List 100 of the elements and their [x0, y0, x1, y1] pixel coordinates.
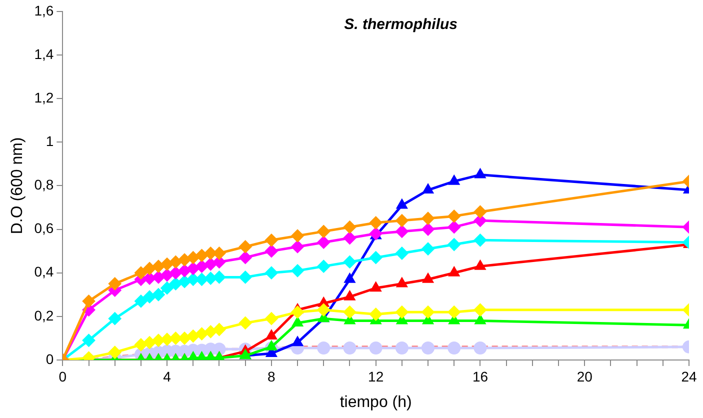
- point: [82, 294, 96, 308]
- point: [291, 229, 304, 242]
- x-tick-label: 20: [576, 368, 593, 384]
- point: [448, 266, 460, 276]
- point: [204, 325, 218, 338]
- point: [422, 242, 435, 256]
- point: [143, 290, 156, 304]
- point: [422, 306, 435, 319]
- point: [422, 212, 435, 225]
- point: [343, 306, 356, 319]
- point: [448, 220, 461, 234]
- point: [448, 210, 461, 223]
- point: [344, 290, 356, 300]
- point: [474, 314, 486, 324]
- y-tick-label: 0,6: [34, 220, 54, 236]
- y-tick-label: 1,2: [34, 89, 54, 106]
- point: [291, 264, 304, 278]
- point: [195, 272, 208, 286]
- point: [186, 330, 200, 343]
- point: [317, 342, 330, 355]
- point: [422, 342, 435, 355]
- point: [344, 272, 356, 283]
- point: [134, 294, 148, 308]
- point: [108, 346, 122, 359]
- y-tick-label: 0,8: [34, 176, 54, 193]
- point: [395, 214, 408, 228]
- point: [370, 282, 382, 292]
- point: [343, 220, 356, 234]
- point: [134, 266, 148, 280]
- point: [212, 270, 226, 284]
- point: [152, 334, 165, 347]
- point: [108, 312, 122, 326]
- y-tick-label: 1,4: [34, 46, 54, 62]
- y-tick-label: 0: [46, 350, 54, 367]
- x-tick-label: 0: [58, 368, 67, 384]
- x-tick-label: 12: [368, 368, 384, 384]
- point: [238, 316, 252, 330]
- point: [396, 198, 408, 209]
- point: [317, 303, 330, 316]
- point: [152, 288, 165, 302]
- point: [474, 260, 486, 270]
- y-tick-label: 0,2: [34, 307, 54, 324]
- point: [474, 168, 486, 178]
- point: [195, 260, 208, 273]
- point: [266, 340, 278, 350]
- point: [369, 216, 382, 230]
- y-tick-label: 0,4: [34, 264, 54, 280]
- point: [238, 251, 252, 264]
- point: [291, 240, 304, 254]
- point: [212, 323, 226, 336]
- point: [395, 224, 408, 238]
- point: [143, 262, 156, 275]
- point: [195, 327, 208, 340]
- point: [266, 330, 278, 340]
- y-tick-label: 1,6: [34, 2, 54, 18]
- point: [317, 224, 330, 238]
- point: [264, 234, 278, 247]
- point: [369, 308, 382, 321]
- point: [396, 277, 408, 288]
- point: [422, 222, 435, 236]
- point: [238, 270, 252, 284]
- point: [474, 303, 487, 316]
- point: [317, 260, 330, 273]
- point: [238, 240, 252, 254]
- point: [448, 306, 461, 319]
- point: [317, 236, 330, 249]
- point: [422, 184, 434, 194]
- point: [292, 316, 304, 326]
- point: [264, 266, 278, 280]
- x-tick-label: 16: [472, 368, 488, 384]
- point: [264, 244, 278, 258]
- point: [448, 342, 461, 355]
- point: [160, 282, 174, 295]
- point: [395, 246, 408, 260]
- point: [343, 255, 356, 268]
- point: [143, 336, 156, 350]
- point: [291, 306, 304, 319]
- point: [422, 272, 434, 283]
- point: [448, 238, 461, 252]
- x-tick-label: 4: [163, 368, 172, 384]
- point: [343, 231, 356, 244]
- point: [448, 174, 460, 185]
- point: [108, 277, 122, 290]
- y-tick-label: 1: [46, 132, 54, 149]
- point: [169, 255, 182, 268]
- point: [369, 251, 382, 264]
- point: [474, 205, 487, 218]
- x-tick-label: 8: [268, 368, 276, 384]
- point: [160, 258, 174, 271]
- point: [343, 342, 356, 355]
- point: [395, 342, 408, 355]
- point: [369, 342, 382, 355]
- point: [474, 234, 487, 247]
- chart-title: S. thermophilus: [344, 16, 458, 34]
- point: [212, 246, 226, 260]
- point: [195, 248, 208, 262]
- point: [474, 342, 487, 355]
- y-axis-title: D.O (600 nm): [9, 137, 26, 234]
- x-tick-label: 24: [681, 368, 697, 384]
- point: [82, 334, 96, 347]
